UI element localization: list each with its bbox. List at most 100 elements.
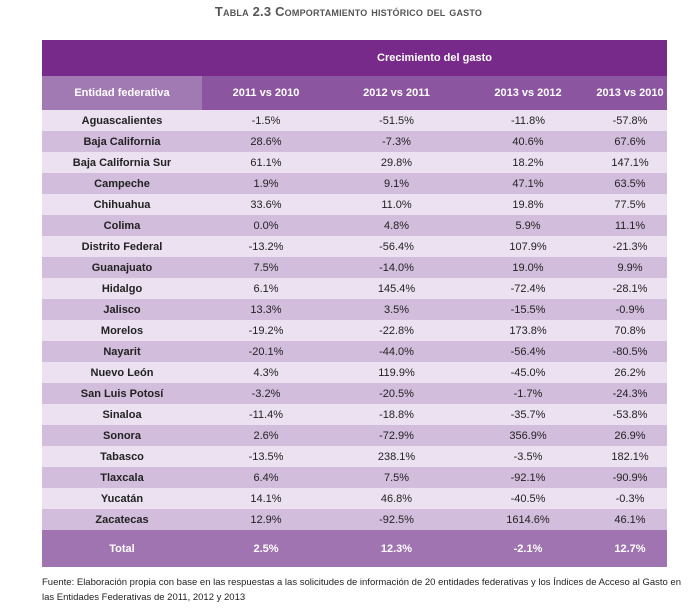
growth-value: -1.5% bbox=[251, 114, 281, 127]
growth-value: -22.8% bbox=[379, 324, 414, 337]
growth-value: -90.9% bbox=[612, 471, 648, 484]
state-name: Distrito Federal bbox=[81, 240, 163, 253]
table-row: Sinaloa -11.4% -18.8% -35.7% -53.8% bbox=[42, 404, 667, 425]
growth-value: -1.7% bbox=[513, 387, 543, 400]
growth-value: 33.6% bbox=[250, 198, 282, 211]
growth-value: 5.9% bbox=[515, 219, 541, 232]
footnote: Fuente: Elaboración propia con base en l… bbox=[42, 577, 681, 603]
growth-value: -51.5% bbox=[379, 114, 414, 127]
column-header: 2013 vs 2010 bbox=[593, 76, 667, 110]
growth-value: -20.5% bbox=[379, 387, 414, 400]
growth-value: -44.0% bbox=[379, 345, 414, 358]
growth-value: 29.8% bbox=[380, 156, 413, 169]
total-row: Total 2.5% 12.3% -2.1% 12.7% bbox=[42, 530, 667, 567]
column-header: 2013 vs 2012 bbox=[463, 76, 593, 110]
growth-value: -11.8% bbox=[510, 114, 546, 127]
state-name: Tlaxcala bbox=[100, 471, 144, 484]
growth-value: -3.2% bbox=[251, 387, 281, 400]
growth-value: 7.5% bbox=[253, 261, 279, 274]
growth-value: -28.1% bbox=[612, 282, 648, 295]
spending-table: Crecimiento del gasto Entidad federativa… bbox=[42, 40, 667, 567]
growth-value: 70.8% bbox=[614, 324, 646, 337]
state-name: Aguascalientes bbox=[81, 114, 163, 127]
growth-value: -72.4% bbox=[510, 282, 546, 295]
growth-value: 19.0% bbox=[512, 261, 544, 274]
table-row: Tabasco -13.5% 238.1% -3.5% 182.1% bbox=[42, 446, 667, 467]
table-row: Chihuahua 33.6% 11.0% 19.8% 77.5% bbox=[42, 194, 667, 215]
growth-value: 238.1% bbox=[377, 450, 416, 463]
table-row: Jalisco 13.3% 3.5% -15.5% -0.9% bbox=[42, 299, 667, 320]
state-name: Zacatecas bbox=[95, 513, 149, 526]
column-header: 2012 vs 2011 bbox=[330, 76, 463, 110]
growth-value: -0.9% bbox=[615, 303, 645, 316]
growth-value: 2.6% bbox=[253, 429, 279, 442]
growth-value: 4.3% bbox=[253, 366, 279, 379]
table-row: Campeche 1.9% 9.1% 47.1% 63.5% bbox=[42, 173, 667, 194]
total-label: Total bbox=[42, 530, 202, 567]
growth-value: -45.0% bbox=[510, 366, 546, 379]
growth-value: -15.5% bbox=[510, 303, 546, 316]
growth-value: 46.1% bbox=[614, 513, 646, 526]
state-name: Morelos bbox=[100, 324, 144, 337]
growth-value: 107.9% bbox=[509, 240, 547, 253]
growth-value: -13.2% bbox=[248, 240, 284, 253]
growth-value: 6.4% bbox=[253, 471, 279, 484]
growth-value: 9.1% bbox=[383, 177, 410, 190]
table-row: Nayarit -20.1% -44.0% -56.4% -80.5% bbox=[42, 341, 667, 362]
growth-value: 1.9% bbox=[253, 177, 279, 190]
table-row: San Luis Potosí -3.2% -20.5% -1.7% -24.3% bbox=[42, 383, 667, 404]
growth-value: -20.1% bbox=[248, 345, 284, 358]
table-row: Colima 0.0% 4.8% 5.9% 11.1% bbox=[42, 215, 667, 236]
growth-value: 119.9% bbox=[378, 366, 415, 379]
state-name: Nayarit bbox=[103, 345, 141, 358]
growth-value: 7.5% bbox=[383, 471, 410, 484]
growth-value: 40.6% bbox=[512, 135, 544, 148]
table-row: Baja California 28.6% -7.3% 40.6% 67.6% bbox=[42, 131, 667, 152]
table-title: Tabla 2.3 Comportamiento histórico del g… bbox=[214, 4, 483, 19]
growth-value: -40.5% bbox=[510, 492, 546, 505]
state-name: Sonora bbox=[103, 429, 141, 442]
growth-value: 12.9% bbox=[250, 513, 282, 526]
growth-value: 13.3% bbox=[250, 303, 282, 316]
growth-value: 19.8% bbox=[512, 198, 544, 211]
table-row: Distrito Federal -13.2% -56.4% 107.9% -21.3% bbox=[42, 236, 667, 257]
growth-value: 67.6% bbox=[614, 135, 646, 148]
growth-value: -13.5% bbox=[248, 450, 284, 463]
state-name: Colima bbox=[103, 219, 141, 232]
growth-value: 11.0% bbox=[381, 198, 412, 211]
column-header: 2011 vs 2010 bbox=[202, 76, 330, 110]
growth-value: 356.9% bbox=[509, 429, 547, 442]
growth-value: 11.1% bbox=[614, 219, 646, 232]
table-row: Tlaxcala 6.4% 7.5% -92.1% -90.9% bbox=[42, 467, 667, 488]
group-header: Crecimiento del gasto bbox=[202, 40, 667, 76]
growth-value: -72.9% bbox=[379, 429, 414, 442]
growth-value: -53.8% bbox=[612, 408, 648, 421]
state-name: Tabasco bbox=[100, 450, 144, 463]
state-name: Hidalgo bbox=[101, 282, 143, 295]
growth-value: 18.2% bbox=[512, 156, 544, 169]
state-name: Guanajuato bbox=[91, 261, 153, 274]
growth-value: 14.1% bbox=[250, 492, 282, 505]
growth-value: 182.1% bbox=[611, 450, 649, 463]
growth-value: -57.8% bbox=[612, 114, 648, 127]
table-row: Yucatán 14.1% 46.8% -40.5% -0.3% bbox=[42, 488, 667, 509]
growth-value: -56.4% bbox=[510, 345, 546, 358]
column-header: Entidad federativa bbox=[42, 76, 202, 110]
growth-value: 28.6% bbox=[250, 135, 282, 148]
growth-value: -92.1% bbox=[510, 471, 546, 484]
growth-value: 173.8% bbox=[509, 324, 547, 337]
growth-value: -56.4% bbox=[379, 240, 414, 253]
growth-value: 26.9% bbox=[614, 429, 646, 442]
growth-value: 9.9% bbox=[617, 261, 643, 274]
total-value: 12.7% bbox=[593, 530, 667, 567]
total-value: -2.1% bbox=[463, 530, 593, 567]
state-name: San Luis Potosí bbox=[80, 387, 164, 400]
table-row: Zacatecas 12.9% -92.5% 1614.6% 46.1% bbox=[42, 509, 667, 530]
table-row: Guanajuato 7.5% -14.0% 19.0% 9.9% bbox=[42, 257, 667, 278]
growth-value: -35.7% bbox=[510, 408, 546, 421]
table-row: Morelos -19.2% -22.8% 173.8% 70.8% bbox=[42, 320, 667, 341]
growth-value: -14.0% bbox=[379, 261, 414, 274]
growth-value: 26.2% bbox=[614, 366, 646, 379]
state-name: Yucatán bbox=[100, 492, 144, 505]
total-value: 2.5% bbox=[202, 530, 330, 567]
